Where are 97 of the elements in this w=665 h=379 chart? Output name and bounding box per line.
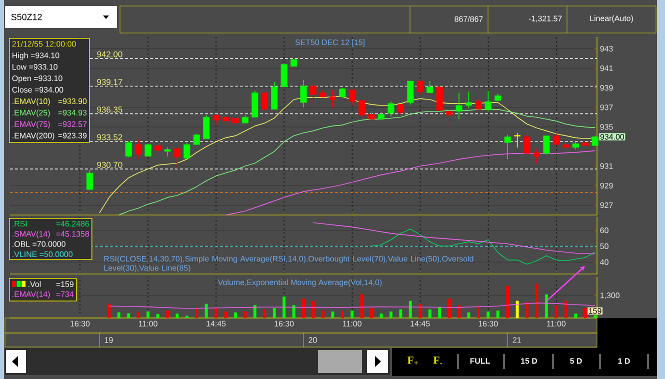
bar xyxy=(496,310,500,318)
bar xyxy=(234,312,237,318)
candlestick xyxy=(348,89,356,106)
bar xyxy=(476,307,480,318)
bar xyxy=(574,314,578,318)
bar xyxy=(340,310,344,318)
candlestick xyxy=(300,80,307,108)
candlestick xyxy=(397,104,404,115)
bar xyxy=(380,314,383,318)
candlestick xyxy=(339,87,346,98)
bar xyxy=(244,311,247,318)
text: S50Z12 xyxy=(11,14,42,20)
candlestick xyxy=(426,80,434,94)
candlestick xyxy=(310,84,316,106)
bar xyxy=(408,300,412,318)
candlestick xyxy=(184,142,190,160)
bar xyxy=(282,296,286,318)
bar xyxy=(594,315,597,318)
candlestick xyxy=(388,101,394,117)
candlestick xyxy=(446,110,453,130)
ref-line-label: 930.70 xyxy=(97,162,122,168)
bar xyxy=(166,310,169,318)
candlestick xyxy=(465,91,472,109)
bar xyxy=(331,311,334,318)
candlestick xyxy=(358,100,366,120)
bar xyxy=(360,294,364,318)
candlestick xyxy=(524,133,530,154)
bar xyxy=(321,310,324,318)
bar xyxy=(486,311,490,318)
text: F$_{-}$ xyxy=(433,356,442,364)
ref-line-label: 939.17 xyxy=(97,79,122,85)
candlestick xyxy=(144,143,152,157)
bar xyxy=(428,309,432,318)
candlestick xyxy=(456,92,462,120)
candlestick xyxy=(203,114,210,140)
bar xyxy=(263,309,266,318)
ref-line-label: 933.52 xyxy=(97,134,122,140)
candlestick xyxy=(552,133,560,145)
bar xyxy=(204,304,208,318)
bar xyxy=(176,314,179,318)
bar xyxy=(545,294,548,318)
candlestick xyxy=(533,148,540,164)
candlestick xyxy=(174,148,180,170)
bar xyxy=(272,308,276,318)
candlestick xyxy=(484,90,492,112)
bar xyxy=(448,298,451,318)
bar xyxy=(292,305,296,318)
candlestick xyxy=(416,80,424,96)
bar xyxy=(418,304,422,318)
bar xyxy=(516,300,519,318)
candlestick xyxy=(407,80,414,105)
candlestick xyxy=(543,135,550,155)
bar xyxy=(506,286,510,318)
ref-line-label: 936.35 xyxy=(97,106,122,113)
candlestick xyxy=(436,86,443,111)
bar xyxy=(458,305,460,318)
bar xyxy=(554,305,558,318)
bar xyxy=(564,300,568,318)
bar xyxy=(370,308,373,318)
bar xyxy=(390,311,392,318)
bar xyxy=(127,313,130,318)
bar xyxy=(584,308,587,318)
candlestick xyxy=(135,139,142,159)
bar xyxy=(146,311,150,318)
candlestick xyxy=(368,108,375,120)
candlestick xyxy=(475,99,482,110)
text: F$_{+}$ xyxy=(407,356,418,365)
candlestick xyxy=(261,92,268,110)
candlestick xyxy=(329,89,336,108)
bar xyxy=(302,298,305,318)
bar xyxy=(117,312,120,318)
candlestick xyxy=(125,141,132,158)
bar xyxy=(253,305,256,318)
candlestick xyxy=(271,82,278,110)
candlestick xyxy=(86,170,93,190)
bar xyxy=(214,308,218,318)
candlestick xyxy=(592,135,598,146)
bar xyxy=(467,312,470,318)
bar xyxy=(399,309,402,318)
bar xyxy=(438,307,442,318)
candlestick xyxy=(504,134,511,160)
bar xyxy=(350,310,354,318)
bar xyxy=(224,311,228,318)
line-series xyxy=(312,222,596,254)
bar xyxy=(195,308,198,318)
candlestick xyxy=(514,132,522,148)
bar xyxy=(108,304,111,318)
bar xyxy=(312,300,315,318)
bar xyxy=(535,284,538,318)
candlestick xyxy=(193,133,200,145)
bar xyxy=(136,311,140,318)
bar xyxy=(185,316,188,318)
bar xyxy=(156,314,160,318)
candlestick xyxy=(280,63,288,88)
bar xyxy=(526,302,528,318)
candlestick xyxy=(212,114,220,126)
ref-line-label: 942.00 xyxy=(97,51,122,58)
